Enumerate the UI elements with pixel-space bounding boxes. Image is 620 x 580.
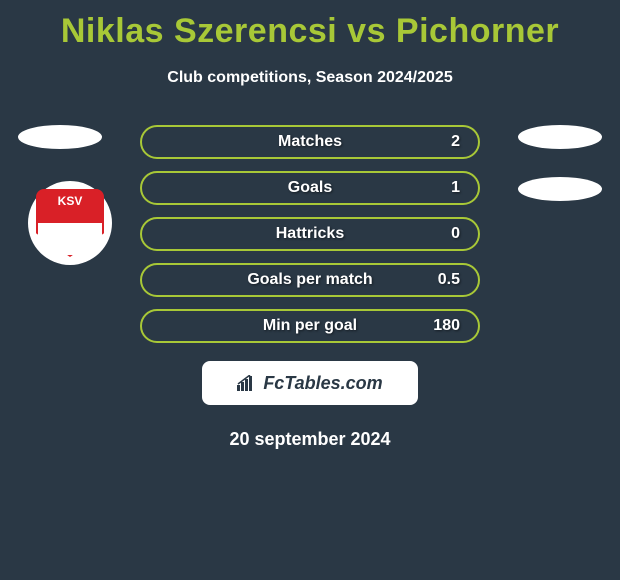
left-decoration-ellipse: [18, 125, 102, 149]
stat-label: Goals: [288, 179, 332, 197]
stat-row-goals: Goals 1: [140, 171, 480, 205]
stat-label: Matches: [278, 133, 342, 151]
stat-label: Hattricks: [276, 225, 344, 243]
stat-label: Min per goal: [263, 317, 357, 335]
page-title: Niklas Szerencsi vs Pichorner: [0, 0, 620, 51]
brand-text: FcTables.com: [263, 373, 382, 394]
stat-value: 1: [451, 179, 460, 197]
right-decoration-ellipse-2: [518, 177, 602, 201]
club-logo-text: KSV: [38, 194, 102, 208]
content-wrapper: KSV Matches 2 Goals 1 Hattricks 0 Goals …: [0, 125, 620, 450]
right-decoration-ellipse-1: [518, 125, 602, 149]
page-subtitle: Club competitions, Season 2024/2025: [0, 69, 620, 87]
club-logo: KSV: [28, 181, 112, 265]
date-text: 20 september 2024: [0, 429, 620, 450]
stat-value: 2: [451, 133, 460, 151]
club-logo-shield: KSV: [36, 189, 104, 257]
stat-row-hattricks: Hattricks 0: [140, 217, 480, 251]
stat-row-goals-per-match: Goals per match 0.5: [140, 263, 480, 297]
stat-value: 0.5: [438, 271, 460, 289]
stat-label: Goals per match: [247, 271, 372, 289]
stat-row-min-per-goal: Min per goal 180: [140, 309, 480, 343]
stat-value: 180: [433, 317, 460, 335]
stats-container: Matches 2 Goals 1 Hattricks 0 Goals per …: [140, 125, 480, 343]
chart-icon: [237, 375, 257, 391]
footer-badge[interactable]: FcTables.com: [202, 361, 418, 405]
stat-value: 0: [451, 225, 460, 243]
stat-row-matches: Matches 2: [140, 125, 480, 159]
